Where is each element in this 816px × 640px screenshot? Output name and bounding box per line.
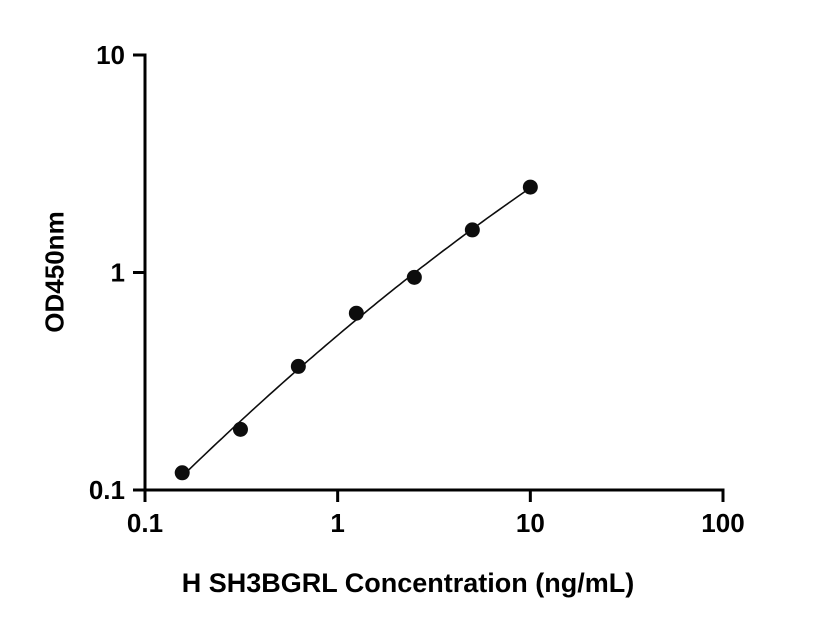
data-point	[290, 358, 306, 374]
x-tick-label: 10	[516, 508, 545, 538]
x-tick-label: 0.1	[127, 508, 163, 538]
y-axis-title: OD450nm	[39, 211, 70, 333]
data-point	[348, 305, 364, 321]
data-point	[406, 269, 422, 285]
data-point	[522, 179, 538, 195]
data-point	[174, 465, 190, 481]
x-tick-label: 1	[330, 508, 344, 538]
data-point	[464, 222, 480, 238]
x-tick-label: 100	[701, 508, 744, 538]
y-tick-label: 1	[111, 258, 125, 288]
data-point	[232, 421, 248, 437]
y-tick-label: 10	[96, 40, 125, 70]
y-tick-label: 0.1	[89, 475, 125, 505]
x-axis-title: H SH3BGRL Concentration (ng/mL)	[181, 568, 635, 598]
